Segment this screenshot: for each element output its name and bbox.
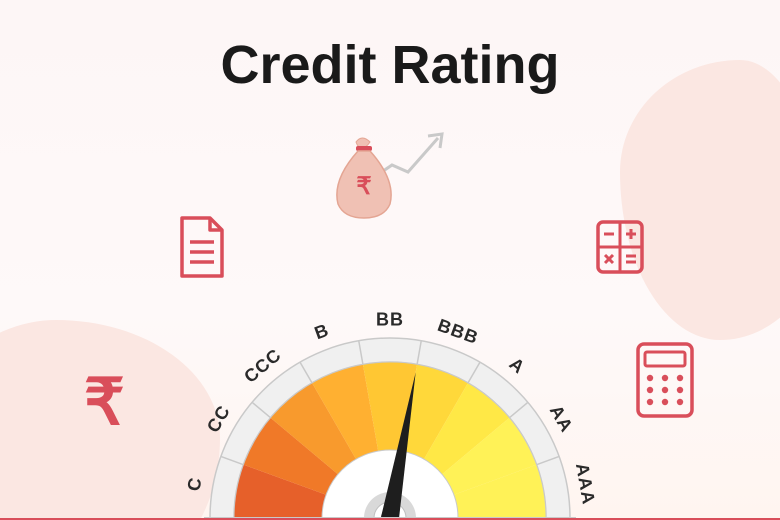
calculator-small-icon bbox=[594, 218, 646, 281]
document-icon bbox=[176, 216, 228, 285]
background-blob-right bbox=[620, 60, 780, 340]
credit-rating-gauge bbox=[190, 318, 590, 518]
page-title: Credit Rating bbox=[0, 34, 780, 96]
rupee-icon: ₹ bbox=[80, 372, 130, 441]
rating-label-c: C bbox=[183, 475, 206, 492]
calculator-large-icon bbox=[634, 340, 696, 425]
svg-text:₹: ₹ bbox=[84, 372, 125, 436]
rating-label-bb: BB bbox=[376, 310, 404, 331]
money-bag-icon: ₹ bbox=[320, 120, 460, 225]
svg-text:₹: ₹ bbox=[356, 173, 371, 200]
